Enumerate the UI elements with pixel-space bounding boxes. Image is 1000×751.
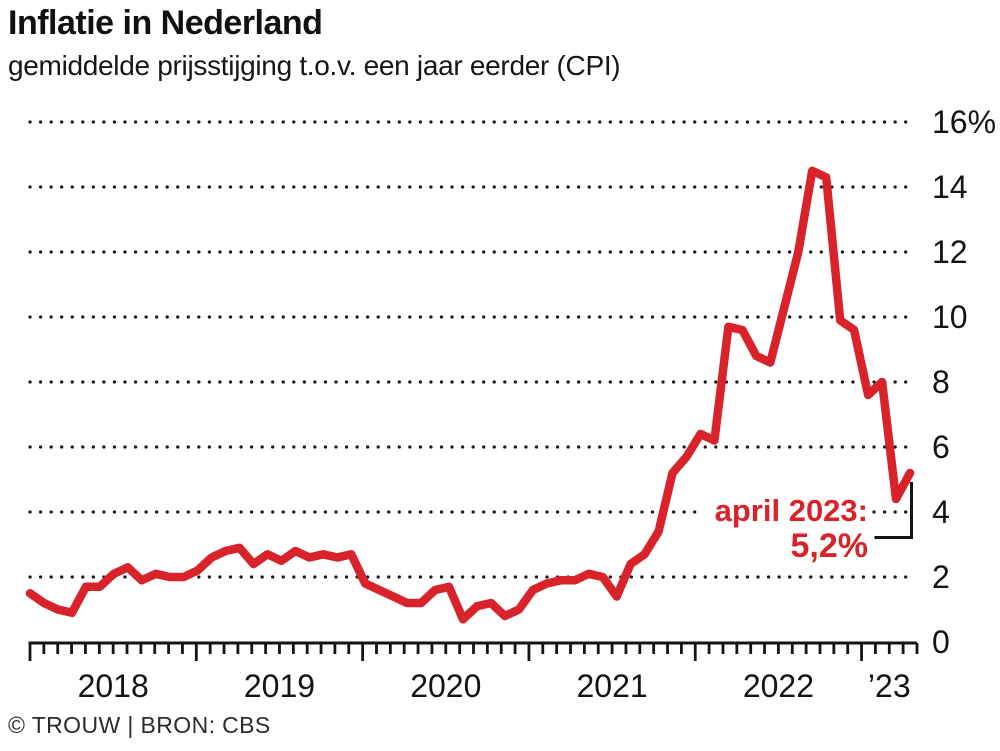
annotation-group: april 2023: 5,2% [715, 482, 913, 565]
y-tick-label-6: 6 [932, 429, 950, 465]
x-tick-label-2020: 2020 [410, 668, 481, 704]
x-tick-label-23: ’23 [868, 668, 911, 704]
annotation-background [700, 485, 872, 525]
y-tick-label-4: 4 [932, 494, 950, 530]
y-tick-label-14: 14 [932, 169, 968, 205]
annotation-label: april 2023: [715, 493, 868, 528]
y-tick-label-2: 2 [932, 559, 950, 595]
source-credit: © TROUW | BRON: CBS [8, 712, 271, 738]
x-tick-label-2022: 2022 [743, 668, 814, 704]
cpi-line-series [25, 166, 915, 624]
annotation-bracket [874, 482, 913, 539]
y-tick-label-12: 12 [932, 234, 968, 270]
y-tick-label-8: 8 [932, 364, 950, 400]
y-tick-label-10: 10 [932, 299, 968, 335]
x-tick-label-2021: 2021 [577, 668, 648, 704]
y-tick-label-16: 16% [932, 104, 996, 140]
annotation-value: 5,2% [791, 527, 869, 565]
x-tick-label-2019: 2019 [244, 668, 315, 704]
y-tick-label-0: 0 [932, 624, 950, 660]
chart-subtitle: gemiddelde prijsstijging t.o.v. een jaar… [8, 50, 621, 81]
axis-labels: 0 2 4 6 8 10 12 14 16% 2018 2019 2020 2021 2022 ’23 [78, 104, 996, 704]
chart-title: Inflatie in Nederland [8, 4, 323, 42]
x-tick-label-2018: 2018 [78, 668, 149, 704]
x-axis [28, 641, 919, 661]
